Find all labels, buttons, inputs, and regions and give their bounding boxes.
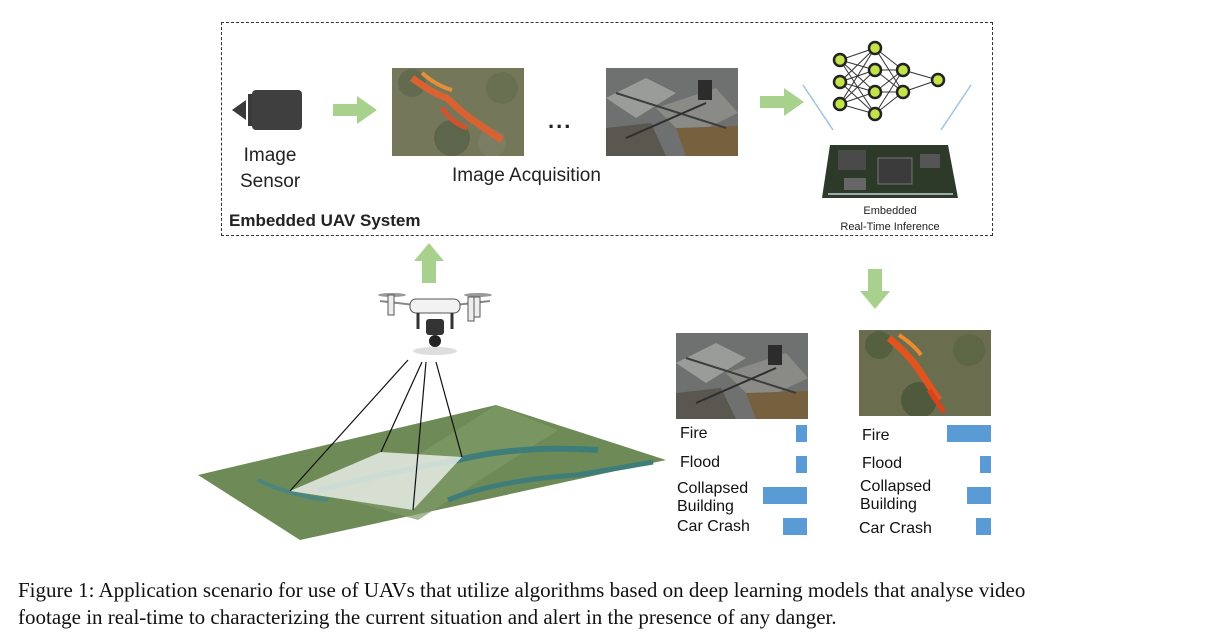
result1-label-flood: Flood <box>680 454 721 471</box>
result1-bar-fire <box>796 425 807 442</box>
neural-network-icon <box>802 40 972 198</box>
terrain-map <box>198 359 666 540</box>
result1-bar-flood <box>796 456 807 473</box>
result1-label-collapsed: Collapsed Building <box>677 480 749 515</box>
result2-bar-flood <box>980 456 991 473</box>
image-sensor-label: Image Sensor <box>240 145 301 192</box>
result2-bar-fire <box>947 425 991 442</box>
result-image-fire <box>859 330 991 416</box>
camera-icon <box>232 90 302 130</box>
result2-label-car-crash: Car Crash <box>859 520 932 537</box>
result2-label-flood: Flood <box>862 455 903 472</box>
result1-label-fire: Fire <box>680 425 708 442</box>
image-acquisition-label: Image Acquisition <box>452 165 601 186</box>
result1-bar-car-crash <box>783 518 807 535</box>
result1-bar-collapsed-building <box>763 487 807 504</box>
embedded-inference-label: Embedded Real-Time Inference <box>840 205 940 233</box>
result2-label-fire: Fire <box>862 427 890 444</box>
arrow-right-2 <box>760 88 804 116</box>
result2-label-collapsed: Collapsed Building <box>860 478 932 513</box>
ellipsis: ... <box>548 108 573 133</box>
collapsed-building-image <box>606 68 738 156</box>
drone-icon <box>378 293 492 355</box>
figure-caption: Figure 1: Application scenario for use o… <box>18 578 1026 629</box>
result2-bar-car-crash <box>976 518 991 535</box>
arrow-down <box>860 269 890 309</box>
arrow-up <box>414 243 444 283</box>
result1-label-car-crash: Car Crash <box>677 518 750 535</box>
embedded-uav-system-label: Embedded UAV System <box>229 211 421 230</box>
result2-bar-collapsed-building <box>967 487 991 504</box>
arrow-right-1 <box>333 96 377 124</box>
embedded-uav-system-box <box>221 22 993 236</box>
fire-image <box>392 68 524 156</box>
result-image-collapsed-building <box>676 333 808 419</box>
